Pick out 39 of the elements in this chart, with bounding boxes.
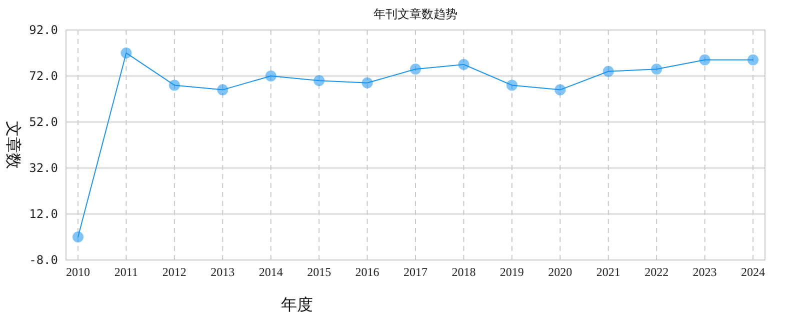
x-tick-label: 2022 [644,265,669,279]
point [651,64,662,75]
point [217,84,228,96]
x-tick-label: 2011 [114,265,138,279]
point [458,59,470,70]
x-tick-label: 2018 [452,265,476,279]
point [506,80,518,91]
y-tick-label: 32.0 [29,161,58,175]
point [314,75,325,86]
x-tick-label: 2019 [500,265,524,279]
point [265,70,276,82]
point [554,84,566,96]
x-tick-label: 2016 [355,265,380,279]
x-tick-label: 2015 [307,265,332,279]
y-tick-label: 12.0 [29,207,58,221]
y-tick-label: -8.0 [29,253,58,267]
x-tick-label: 2014 [258,265,283,279]
point [120,48,132,58]
x-tick-label: 2023 [692,265,717,279]
x-tick-label: 2024 [741,265,765,279]
point [410,64,421,75]
point [362,77,373,88]
x-tick-label: 2012 [162,265,186,279]
point [602,66,614,77]
x-tick-label: 2017 [404,265,428,279]
y-tick-label: 92.0 [29,23,58,37]
x-tick-label: 2021 [596,265,620,279]
point [72,232,84,242]
x-axis-title: 年度 [281,296,313,314]
point [748,54,758,66]
y-tick-label: 72.0 [29,69,58,83]
x-tick-label: 2020 [548,265,572,279]
point [168,80,180,91]
x-tick-label: 2013 [210,265,235,279]
y-axis-title: 文章数 [4,121,22,169]
y-tick-label: 52.0 [29,115,58,129]
x-tick-label: 2010 [66,265,90,279]
point [699,54,710,66]
chart-title: 年刊文章数趋势 [374,7,458,21]
